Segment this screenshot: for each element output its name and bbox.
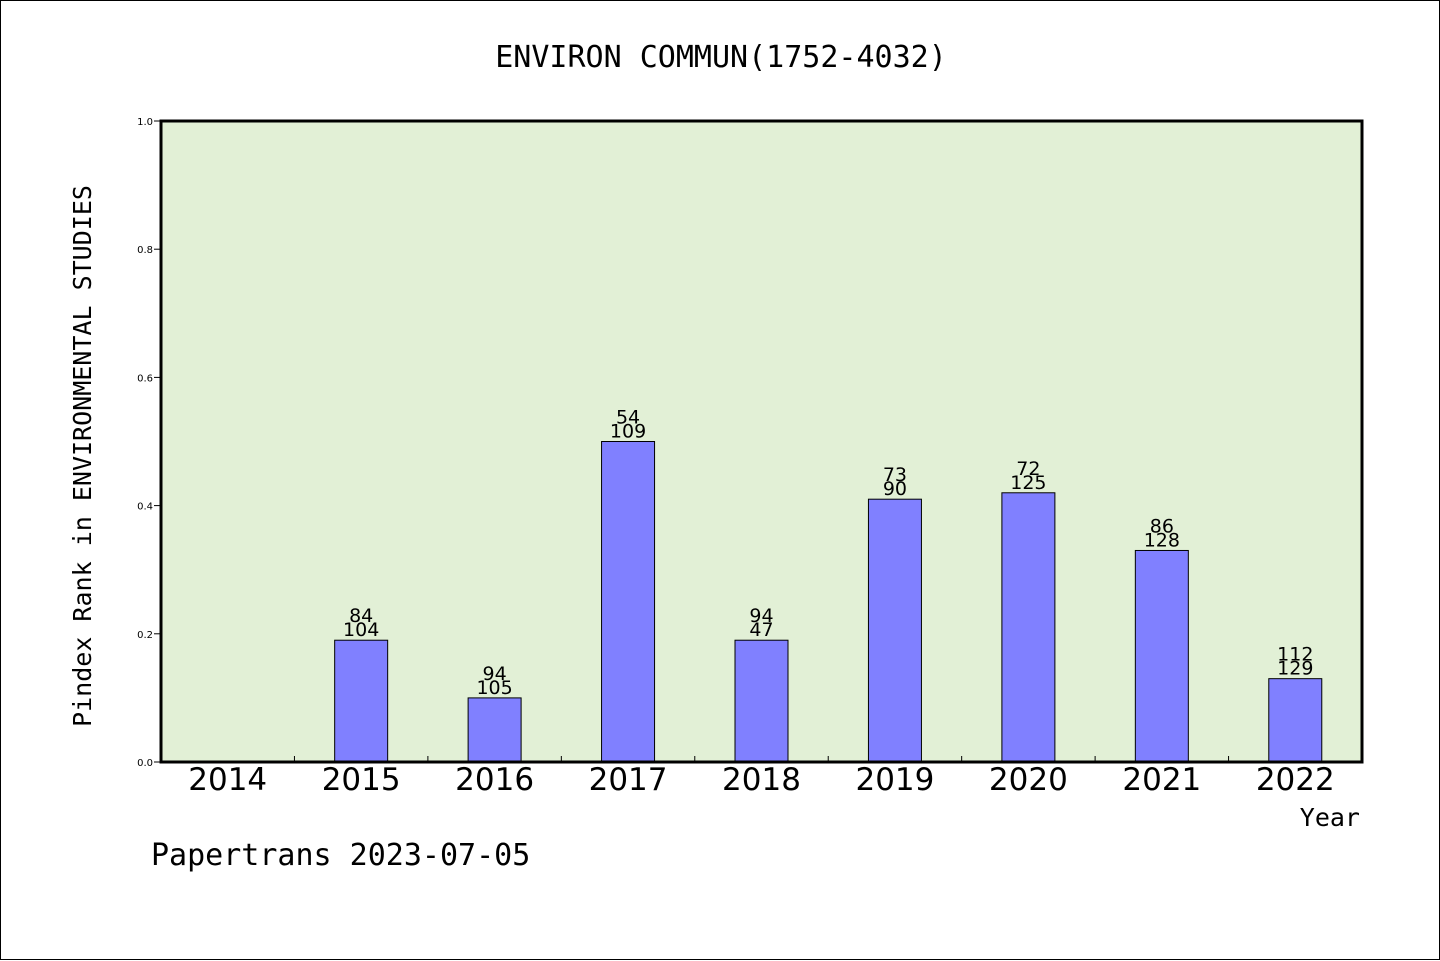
x-tick-label: 2015 [322, 762, 401, 798]
bar-label-bottom: 109 [610, 421, 646, 443]
x-tick-label: 2021 [1122, 762, 1201, 798]
bar-label-top: 72 [1016, 458, 1040, 480]
bar-label-bottom: 47 [749, 619, 773, 641]
x-tick-label: 2019 [855, 762, 934, 798]
bar-2018 [734, 639, 789, 763]
bar-label-bottom: 125 [1010, 472, 1046, 494]
footer-watermark: Papertrans 2023-07-05 [151, 838, 530, 873]
bar-2021 [1134, 549, 1189, 763]
x-tick-label: 2014 [188, 762, 267, 798]
bar-label-top: 86 [1150, 515, 1174, 537]
x-tick-label: 2016 [455, 762, 534, 798]
x-tick-label: 2020 [989, 762, 1068, 798]
bar-label-bottom: 90 [883, 478, 907, 500]
chart-title: ENVIRON COMMUN(1752-4032) [495, 40, 947, 75]
bar-2019 [867, 498, 922, 763]
plot-frame [159, 119, 1364, 764]
bar-2016 [467, 697, 522, 763]
bar-label-top: 112 [1277, 644, 1313, 666]
y-tick-label: 0.6 [137, 373, 153, 384]
x-tick-label: 2017 [589, 762, 668, 798]
bar-label-bottom: 104 [343, 619, 379, 641]
bar-2020 [1001, 492, 1056, 763]
y-tick-label: 0.8 [137, 245, 153, 256]
bar-label-top: 94 [483, 663, 507, 685]
x-tick-label: 2022 [1256, 762, 1335, 798]
bar-label-top: 84 [349, 605, 373, 627]
bar-label-top: 73 [883, 464, 907, 486]
y-tick-label: 1.0 [137, 117, 153, 128]
bar-label-top: 54 [616, 407, 640, 429]
bar-2022 [1268, 678, 1323, 763]
bar-2017 [601, 441, 656, 763]
y-tick-label: 0.2 [137, 630, 153, 641]
bar-2015 [334, 639, 389, 763]
x-tick-label: 2018 [722, 762, 801, 798]
y-tick-label: 0.0 [137, 758, 153, 769]
bar-label-bottom: 105 [476, 677, 512, 699]
y-tick-label: 0.4 [137, 502, 153, 513]
bar-label-top: 94 [749, 605, 773, 627]
y-axis-label: Pindex Rank in ENVIRONMENTAL STUDIES [68, 185, 97, 727]
bar-label-bottom: 128 [1144, 529, 1180, 551]
bar-label-bottom: 129 [1277, 658, 1313, 680]
x-axis-label: Year [1300, 803, 1360, 832]
